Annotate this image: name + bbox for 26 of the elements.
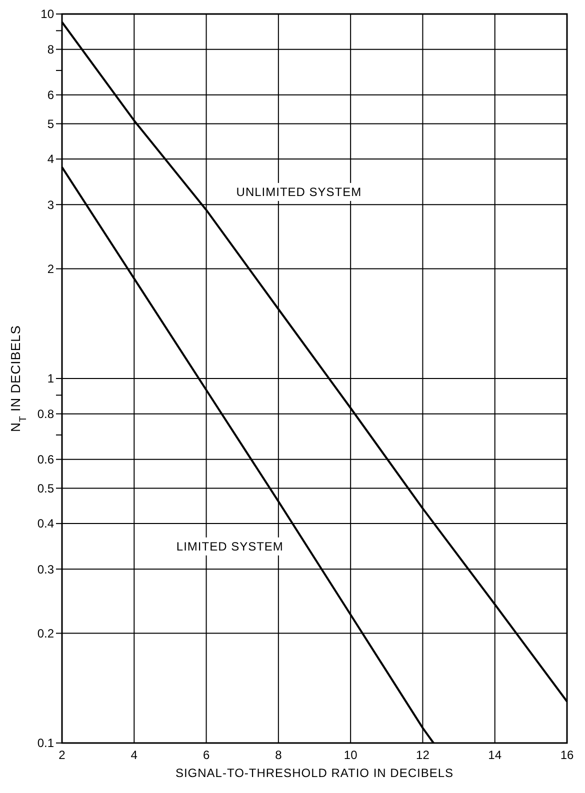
y-tick-label: 0.2 [37,626,54,640]
y-tick-label: 0.8 [37,407,54,422]
y-tick-label: 0.4 [37,516,54,531]
y-tick-label: 0.3 [37,562,54,576]
x-tick-label: 4 [130,748,138,762]
y-tick-label: 0.1 [37,736,54,750]
x-tick-label: 2 [58,748,66,762]
x-tick-label: 14 [488,748,502,762]
x-axis-title: SIGNAL-TO-THRESHOLD RATIO IN DECIBELS [175,766,454,780]
y-tick-label: 0.5 [37,481,54,496]
x-tick-label: 10 [344,748,358,762]
y-tick-label: 5 [47,116,54,131]
x-tick-label: 16 [560,748,574,762]
y-tick-label: 6 [47,88,54,102]
y-tick-label: 10 [40,7,54,22]
text: UNLIMITED SYSTEM [236,185,362,200]
x-tick-label: 8 [275,748,282,762]
y-tick-label: 2 [47,262,54,276]
x-tick-label: 12 [416,748,430,762]
x-tick-label: 6 [202,748,210,762]
y-tick-label: 0.6 [37,452,54,467]
y-tick-label: 3 [47,198,54,212]
series-label: LIMITED SYSTEM [176,540,284,554]
y-tick-label: 1 [47,372,54,386]
y-tick-label: 8 [47,42,54,57]
y-tick-label: 4 [47,152,54,166]
